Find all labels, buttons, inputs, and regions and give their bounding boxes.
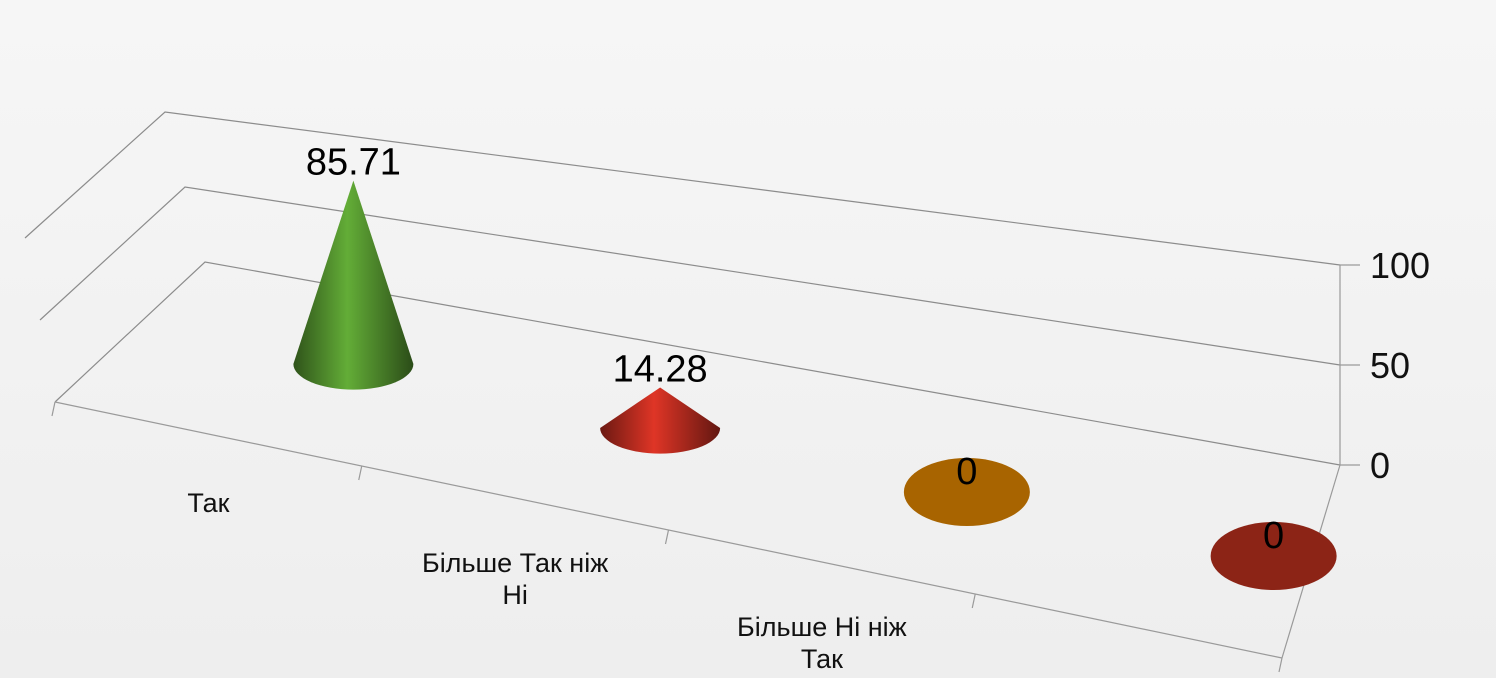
data-label: 0 xyxy=(956,451,977,493)
cone-3 xyxy=(1210,522,1337,590)
cone-body xyxy=(600,387,721,454)
labels: 0 50 100 85.71 Так 14.28 Більше Так ніж Ні 0 Біль… xyxy=(187,142,1430,674)
x-tick-mark xyxy=(664,529,670,545)
data-label: 85.71 xyxy=(306,142,401,184)
gridline-50 xyxy=(39,186,1341,366)
cone-0 xyxy=(293,180,414,390)
cone-body xyxy=(293,180,414,390)
gridline-100 xyxy=(24,111,1341,266)
gridlines xyxy=(24,111,1341,466)
category-label: Так xyxy=(187,488,229,518)
cones xyxy=(293,180,1337,590)
x-tick-mark xyxy=(971,593,976,609)
y-tick-label: 0 xyxy=(1370,445,1390,486)
category-label: Більше Так ніж Ні xyxy=(422,548,608,610)
gridline-0 xyxy=(54,261,1341,466)
cone-2 xyxy=(903,458,1030,526)
x-tick-mark xyxy=(358,465,363,481)
y-tick-label: 50 xyxy=(1370,345,1410,386)
axes xyxy=(51,264,1360,673)
data-label: 14.28 xyxy=(613,348,708,390)
cone-base xyxy=(903,458,1030,526)
x-tick-mark xyxy=(51,401,56,417)
category-label: Більше Ні ніж Так xyxy=(737,612,907,674)
y-tick-label: 100 xyxy=(1370,245,1430,286)
cone-base xyxy=(1210,522,1337,590)
x-tick-mark xyxy=(1278,657,1283,673)
data-label: 0 xyxy=(1263,515,1284,557)
cone-1 xyxy=(600,387,721,454)
